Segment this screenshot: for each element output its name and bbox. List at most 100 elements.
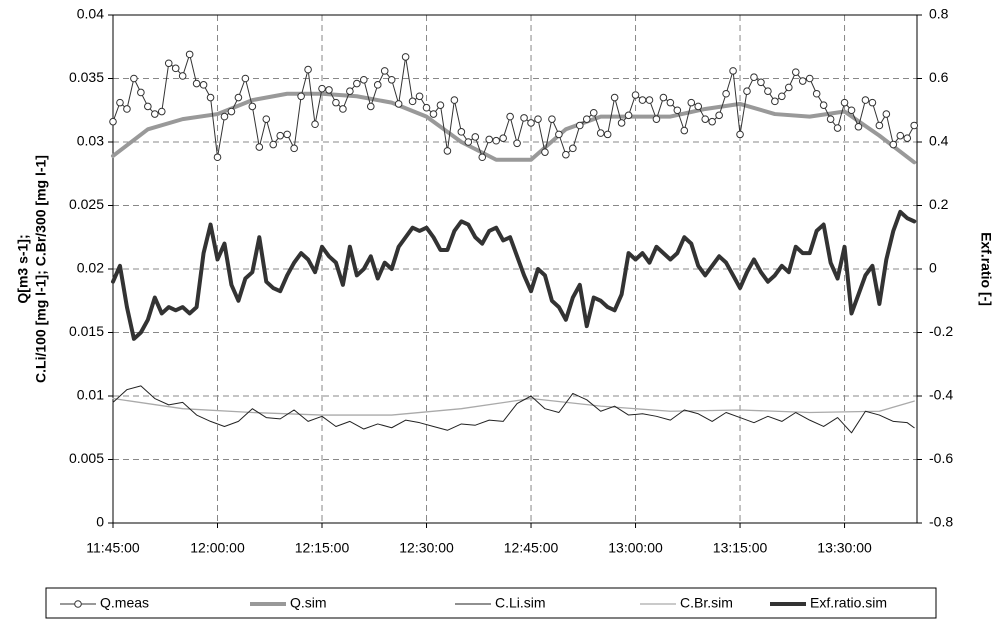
series-marker bbox=[227, 107, 236, 116]
series-marker bbox=[248, 102, 257, 111]
series-marker bbox=[353, 79, 361, 88]
y2-tick-label: 0.8 bbox=[929, 6, 949, 22]
series-marker bbox=[290, 144, 298, 153]
y2-tick-label: 0.6 bbox=[929, 69, 949, 85]
x-tick-label: 12:15:00 bbox=[295, 540, 350, 556]
series-marker bbox=[276, 131, 285, 140]
x-tick-label: 13:15:00 bbox=[713, 540, 768, 556]
series-marker bbox=[638, 96, 647, 104]
series-marker bbox=[903, 134, 912, 142]
series-marker bbox=[220, 112, 229, 121]
series-marker bbox=[262, 115, 271, 123]
series-marker bbox=[617, 119, 626, 127]
y-tick-label: 0.015 bbox=[69, 323, 104, 339]
x-tick-label: 13:30:00 bbox=[817, 540, 872, 556]
series-marker bbox=[339, 105, 347, 113]
series-marker bbox=[213, 153, 222, 162]
series-marker bbox=[596, 129, 605, 137]
series-marker bbox=[387, 75, 396, 84]
series-marker bbox=[137, 88, 145, 97]
y2-tick-label: -0.6 bbox=[929, 450, 953, 466]
series-marker bbox=[123, 105, 131, 113]
series-marker bbox=[673, 106, 682, 115]
series-marker bbox=[304, 65, 312, 74]
series-marker bbox=[701, 115, 710, 123]
series-marker bbox=[513, 139, 521, 148]
x-tick-label: 12:30:00 bbox=[399, 540, 454, 556]
series-marker bbox=[666, 98, 675, 107]
series-marker bbox=[610, 93, 619, 102]
x-tick-label: 12:00:00 bbox=[190, 540, 245, 556]
series-marker bbox=[826, 115, 835, 123]
x-tick-label: 12:45:00 bbox=[504, 540, 559, 556]
series-marker bbox=[485, 135, 494, 144]
series-marker bbox=[234, 93, 243, 102]
y2-tick-label: 0.4 bbox=[929, 133, 949, 149]
series-marker bbox=[805, 74, 814, 83]
series-marker bbox=[422, 103, 431, 112]
series-marker bbox=[408, 97, 417, 106]
series-marker bbox=[861, 96, 870, 104]
series-marker bbox=[185, 50, 194, 59]
series-marker bbox=[882, 110, 891, 118]
series-marker bbox=[346, 87, 354, 95]
legend-label: Q.sim bbox=[290, 595, 327, 611]
series-marker bbox=[764, 87, 772, 95]
x-tick-label: 11:45:00 bbox=[86, 540, 140, 556]
series-marker bbox=[527, 119, 535, 127]
series-marker bbox=[708, 117, 716, 126]
series-marker bbox=[130, 74, 138, 83]
series-marker bbox=[192, 79, 201, 88]
series-marker bbox=[868, 98, 877, 107]
series-marker bbox=[812, 89, 821, 98]
series-line bbox=[111, 209, 917, 341]
series-marker bbox=[875, 121, 884, 130]
series-marker bbox=[854, 122, 863, 131]
series-marker bbox=[722, 89, 730, 98]
series-marker bbox=[896, 131, 905, 140]
series-marker bbox=[555, 130, 563, 139]
series-marker bbox=[492, 136, 500, 145]
series-marker bbox=[520, 114, 528, 122]
series-marker bbox=[715, 111, 723, 120]
series-marker bbox=[750, 73, 758, 82]
series-marker bbox=[478, 153, 487, 162]
y-tick-label: 0.04 bbox=[77, 6, 104, 22]
y2-tick-label: 0.2 bbox=[929, 196, 949, 212]
y-axis-label: C.Li/100 [mg l-1]; C.Br/300 [mg l-1] bbox=[33, 155, 49, 383]
series-marker bbox=[178, 72, 187, 80]
series-marker bbox=[778, 92, 786, 101]
series-marker bbox=[157, 107, 166, 116]
series-marker bbox=[687, 98, 696, 107]
series-marker bbox=[415, 92, 424, 101]
series-marker bbox=[541, 148, 549, 156]
series-marker bbox=[499, 134, 507, 142]
series-marker bbox=[833, 124, 842, 132]
series-marker bbox=[464, 138, 473, 146]
series-marker bbox=[109, 117, 117, 126]
series-marker bbox=[645, 96, 654, 104]
series-marker bbox=[332, 98, 340, 107]
series-marker bbox=[575, 121, 584, 130]
series-marker bbox=[436, 101, 445, 109]
legend-label: Q.meas bbox=[100, 595, 149, 611]
series-marker bbox=[311, 120, 319, 129]
series-marker bbox=[757, 78, 765, 87]
series-marker bbox=[791, 68, 800, 76]
series-marker bbox=[241, 74, 250, 83]
series-marker bbox=[360, 75, 368, 84]
y-tick-label: 0.01 bbox=[77, 387, 104, 403]
series-marker bbox=[562, 150, 570, 159]
y2-tick-label: -0.8 bbox=[929, 514, 953, 530]
series-marker bbox=[429, 110, 438, 118]
legend-label: C.Li.sim bbox=[495, 595, 546, 611]
series-marker bbox=[694, 102, 703, 111]
series-marker bbox=[151, 110, 159, 118]
y-tick-label: 0.005 bbox=[69, 450, 104, 466]
y-tick-label: 0.02 bbox=[77, 260, 104, 276]
series-marker bbox=[373, 81, 382, 89]
series-marker bbox=[603, 130, 612, 139]
series-marker bbox=[548, 115, 556, 123]
series-marker bbox=[798, 77, 807, 85]
